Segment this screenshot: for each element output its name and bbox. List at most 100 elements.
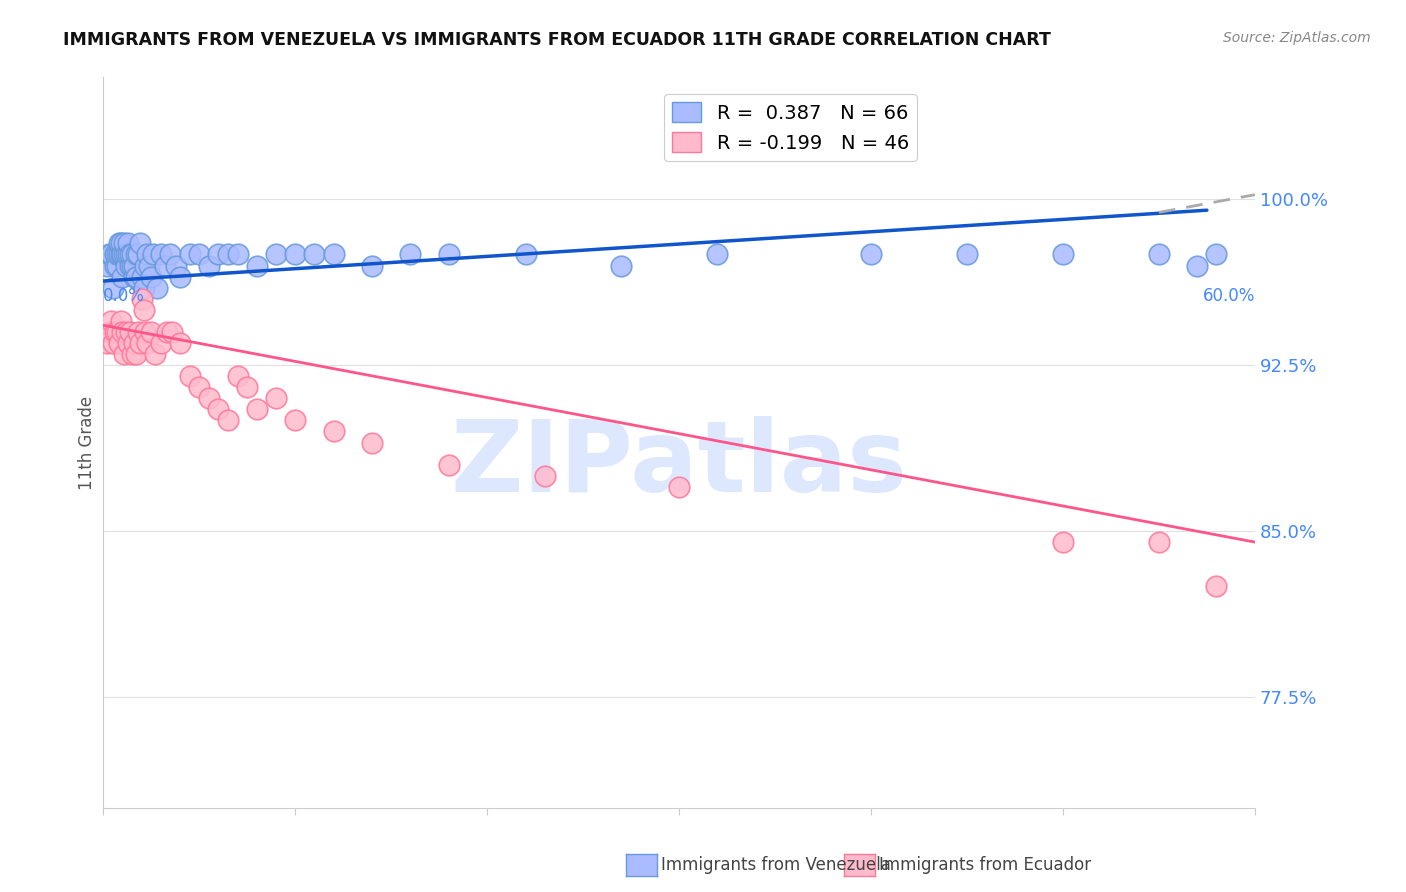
Point [125, 347, 148, 361]
Point [304, 247, 326, 261]
Point [128, 236, 150, 251]
Point [322, 425, 344, 439]
Point [226, 369, 249, 384]
Point [149, 335, 172, 350]
Text: 60.0%: 60.0% [1202, 287, 1256, 305]
Point [98, 325, 121, 339]
Point [706, 247, 728, 261]
Point [159, 247, 181, 261]
Point [115, 325, 138, 339]
Point [1052, 247, 1074, 261]
Point [104, 247, 127, 261]
Point [179, 247, 201, 261]
Point [155, 325, 177, 339]
Point [149, 247, 172, 261]
Point [143, 347, 166, 361]
Point [101, 280, 124, 294]
Point [217, 247, 239, 261]
Point [859, 247, 882, 261]
Point [98, 247, 121, 261]
Legend: R =  0.387   N = 66, R = -0.199   N = 46: R = 0.387 N = 66, R = -0.199 N = 46 [665, 95, 917, 161]
Point [132, 280, 155, 294]
Point [111, 269, 134, 284]
Point [96, 335, 118, 350]
Y-axis label: 11th Grade: 11th Grade [79, 395, 96, 490]
Point [122, 335, 145, 350]
Point [1147, 535, 1170, 549]
Point [131, 269, 153, 284]
Text: ZIPatlas: ZIPatlas [450, 416, 907, 513]
Point [138, 259, 160, 273]
Point [246, 402, 269, 417]
Point [361, 259, 384, 273]
Point [136, 335, 159, 350]
Point [134, 325, 156, 339]
Point [111, 247, 134, 261]
Point [361, 435, 384, 450]
Point [107, 247, 129, 261]
Point [198, 259, 221, 273]
Point [104, 259, 127, 273]
Point [121, 247, 143, 261]
Point [264, 247, 287, 261]
Point [96, 259, 118, 273]
Point [1052, 535, 1074, 549]
Point [115, 247, 138, 261]
Point [284, 413, 307, 427]
Point [120, 247, 142, 261]
Point [437, 458, 460, 472]
Point [284, 247, 307, 261]
Point [127, 247, 149, 261]
Point [120, 325, 142, 339]
Text: IMMIGRANTS FROM VENEZUELA VS IMMIGRANTS FROM ECUADOR 11TH GRADE CORRELATION CHAR: IMMIGRANTS FROM VENEZUELA VS IMMIGRANTS … [63, 31, 1052, 49]
Point [226, 247, 249, 261]
Point [127, 325, 149, 339]
Point [533, 468, 555, 483]
Point [188, 380, 211, 394]
Point [112, 236, 135, 251]
Point [1147, 247, 1170, 261]
Point [101, 335, 124, 350]
Point [132, 302, 155, 317]
Point [146, 280, 169, 294]
Point [236, 380, 259, 394]
Text: Immigrants from Venezuela: Immigrants from Venezuela [661, 856, 890, 874]
Point [121, 347, 143, 361]
Point [141, 325, 163, 339]
Point [104, 325, 127, 339]
Point [110, 314, 132, 328]
Point [153, 259, 176, 273]
Point [122, 269, 145, 284]
Point [112, 347, 135, 361]
Point [179, 369, 201, 384]
Point [105, 247, 128, 261]
Point [1205, 247, 1227, 261]
Point [956, 247, 979, 261]
Point [107, 335, 129, 350]
Point [162, 325, 184, 339]
Point [110, 236, 132, 251]
Point [112, 247, 135, 261]
Point [169, 269, 191, 284]
Point [115, 259, 138, 273]
Point [120, 259, 142, 273]
Point [322, 247, 344, 261]
Point [125, 247, 148, 261]
Point [125, 269, 148, 284]
Point [117, 236, 139, 251]
Point [100, 247, 122, 261]
Text: Source: ZipAtlas.com: Source: ZipAtlas.com [1223, 31, 1371, 45]
Text: 0.0%: 0.0% [103, 287, 145, 305]
Point [188, 247, 211, 261]
Point [515, 247, 537, 261]
Point [198, 391, 221, 405]
Point [264, 391, 287, 405]
Point [121, 259, 143, 273]
Point [668, 480, 690, 494]
Point [246, 259, 269, 273]
Point [1187, 259, 1209, 273]
Point [128, 335, 150, 350]
Point [111, 325, 134, 339]
Point [165, 259, 187, 273]
Point [142, 247, 165, 261]
